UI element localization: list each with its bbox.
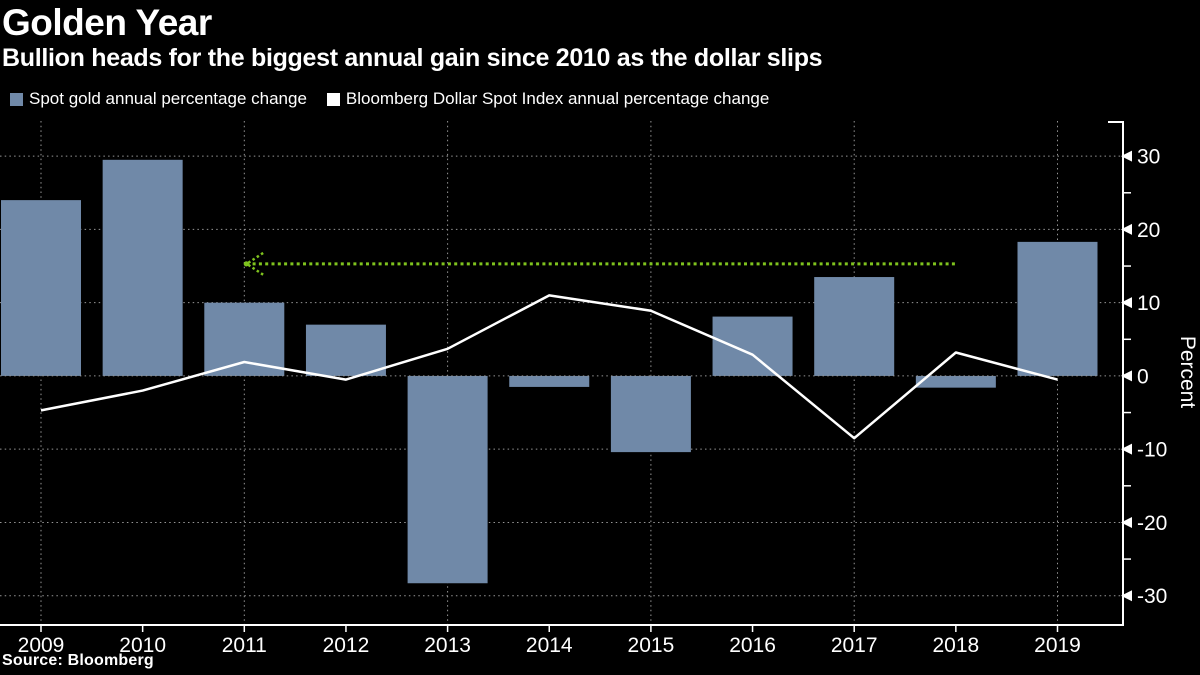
x-tick-label: 2017 — [831, 634, 878, 657]
y-major-tick-arrow — [1121, 370, 1132, 382]
bar-2012 — [305, 324, 386, 376]
bar-2017 — [814, 277, 895, 376]
y-major-tick-arrow — [1121, 150, 1132, 162]
bar-2009 — [1, 200, 81, 376]
y-major-tick-arrow — [1121, 297, 1132, 309]
x-tick-label: 2010 — [119, 634, 166, 657]
x-tick-label: 2013 — [424, 634, 471, 657]
x-tick-label: 2014 — [526, 634, 573, 657]
y-major-tick-arrow — [1121, 516, 1132, 528]
bar-2018 — [915, 375, 996, 388]
y-axis-title: Percent — [1176, 336, 1199, 409]
x-tick-label: 2016 — [729, 634, 776, 657]
x-tick-label: 2011 — [222, 634, 267, 657]
bar-2016 — [712, 316, 793, 376]
bar-2011 — [204, 302, 285, 376]
bar-2014 — [509, 375, 590, 387]
y-tick-label: 30 — [1137, 146, 1160, 169]
dollar-index-line — [40, 294, 1058, 440]
annotation-arrowhead-lower — [247, 263, 264, 276]
y-tick-label: 20 — [1137, 219, 1160, 242]
y-tick-label: -20 — [1137, 512, 1167, 535]
legend-label-gold: Spot gold annual percentage change — [29, 89, 307, 108]
y-tick-label: -10 — [1137, 439, 1167, 462]
x-tick-label: 2009 — [18, 634, 65, 657]
y-tick-label: -30 — [1137, 585, 1167, 608]
bar-2019 — [1017, 241, 1098, 376]
page-title: Golden Year — [2, 2, 212, 43]
bar-2015 — [610, 375, 691, 453]
x-tick-label: 2015 — [628, 634, 675, 657]
x-tick-label: 2012 — [323, 634, 370, 657]
chart-subtitle: Bullion heads for the biggest annual gai… — [2, 44, 823, 72]
annotation-arrow-tip — [243, 261, 249, 267]
source-label: Source: Bloomberg — [2, 652, 154, 669]
y-major-tick-arrow — [1121, 223, 1132, 235]
legend-swatch-dollar-index — [326, 92, 340, 106]
legend-label-dollar-index: Bloomberg Dollar Spot Index annual perce… — [345, 89, 770, 108]
y-tick-label: 10 — [1137, 292, 1160, 315]
y-major-tick-arrow — [1121, 590, 1132, 602]
y-major-tick-arrow — [1121, 443, 1132, 455]
annotation-arrowhead-upper — [247, 251, 264, 264]
legend-item-dollar-index: Bloomberg Dollar Spot Index annual perce… — [326, 89, 770, 109]
x-tick-label: 2018 — [932, 634, 979, 657]
y-tick-label: 0 — [1137, 365, 1149, 388]
x-tick-label: 2019 — [1034, 634, 1081, 657]
legend: Spot gold annual percentage change Bloom… — [10, 89, 769, 109]
bar-2010 — [102, 159, 183, 376]
legend-item-gold: Spot gold annual percentage change — [10, 89, 307, 109]
bar-2013 — [407, 375, 488, 584]
legend-swatch-gold — [10, 92, 23, 106]
